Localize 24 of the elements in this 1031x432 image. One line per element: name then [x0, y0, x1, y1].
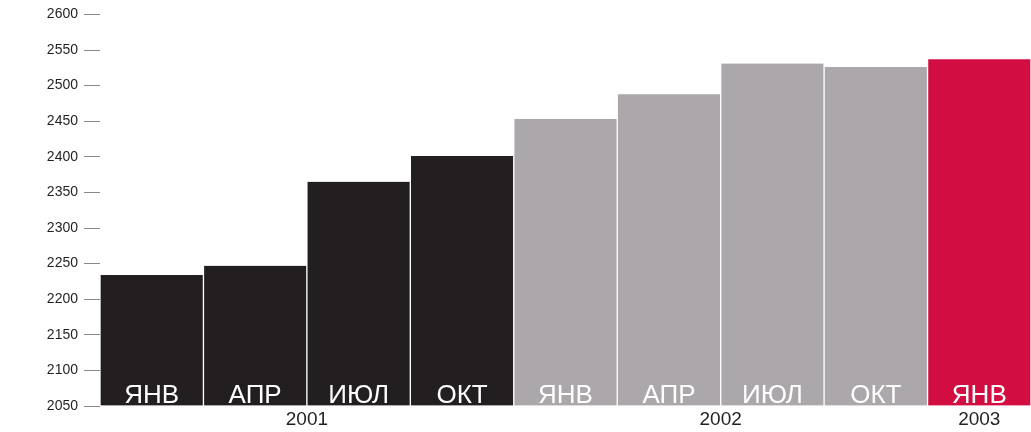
- x-tick-label: АПР: [228, 379, 282, 410]
- y-tick-label: 2250: [46, 254, 79, 271]
- x-tick-label: ОКТ: [436, 379, 488, 410]
- y-tick-label: 2100: [46, 361, 79, 378]
- y-tick-label: 2450: [46, 112, 79, 129]
- y-tick-label: 2550: [46, 40, 79, 57]
- x-tick-label: ИЮЛ: [741, 379, 803, 410]
- y-tick-label: 2300: [46, 218, 79, 235]
- text: 2001: [285, 407, 329, 429]
- x-tick-label: ЯНВ: [538, 379, 593, 410]
- y-tick-label: 2350: [46, 183, 79, 200]
- x-tick-label: АПР: [642, 379, 696, 410]
- y-tick-label: 2200: [46, 290, 79, 307]
- x-tick-label: ОКТ: [850, 379, 902, 410]
- y-tick-label: 2500: [46, 76, 79, 93]
- text: 2003: [958, 407, 1001, 429]
- y-tick-label: 2050: [46, 396, 79, 413]
- text: 2002: [699, 407, 742, 429]
- x-tick-label: ЯНВ: [124, 379, 180, 410]
- y-tick-label: 2150: [46, 325, 79, 342]
- x-tick-label: ИЮЛ: [328, 379, 390, 410]
- y-tick-label: 2600: [46, 5, 79, 22]
- x-tick-label: ЯНВ: [951, 379, 1007, 410]
- y-tick-label: 2400: [46, 147, 79, 164]
